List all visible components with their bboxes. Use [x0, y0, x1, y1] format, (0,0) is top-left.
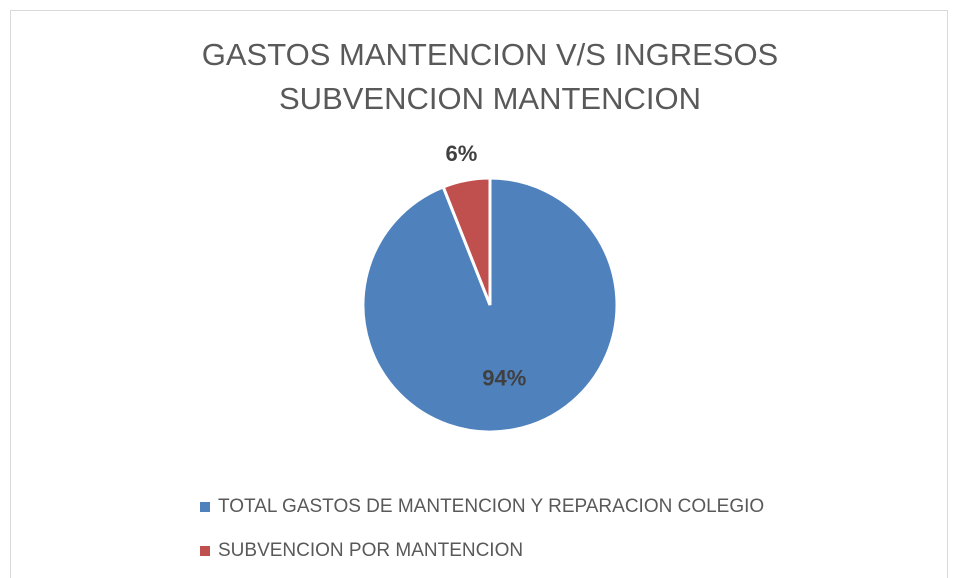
pie-slice — [361, 176, 619, 434]
data-label: 6% — [446, 141, 478, 166]
chart-title: SUBVENCION MANTENCION — [279, 81, 701, 116]
pie-slice — [441, 176, 492, 306]
chart-title: GASTOS MANTENCION V/S INGRESOS — [202, 37, 778, 72]
data-label: 94% — [482, 366, 526, 391]
legend-label: TOTAL GASTOS DE MANTENCION Y REPARACION … — [218, 496, 764, 517]
legend-label: SUBVENCION POR MANTENCION — [218, 540, 523, 561]
legend-swatch — [200, 502, 210, 512]
legend-swatch — [200, 546, 210, 556]
